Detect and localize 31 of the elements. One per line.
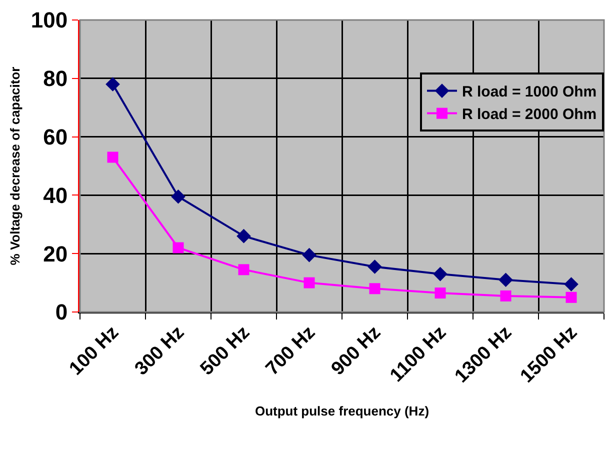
x-axis-title: Output pulse frequency (Hz) [254,403,430,418]
point [302,248,316,262]
y-tick-label: 60 [43,124,68,150]
x-tick-label: 700 Hz [262,322,320,380]
y-tick-label: 100 [30,8,68,33]
x-tick-label: 100 Hz [66,322,124,380]
y-tick-label: 0 [55,300,68,325]
x-tick-label: 500 Hz [196,322,254,380]
y-tick-label: 40 [43,182,68,208]
point [433,266,448,282]
y-tick-label: 80 [43,66,68,92]
point [434,288,446,299]
point [500,290,512,302]
point [171,190,186,204]
point [106,77,120,92]
point [566,292,577,303]
point [304,277,315,288]
point [368,260,382,274]
point [107,152,118,163]
x-tick-label: 300 Hz [131,322,189,380]
point [369,283,380,294]
point [238,264,250,276]
point [172,242,184,254]
x-tick-label: 900 Hz [328,322,386,380]
point [498,272,513,288]
legend-label: R load = 1000 Ohm [462,84,597,101]
point [236,228,251,244]
legend-label: R load = 2000 Ohm [462,106,597,124]
y-axis-title: % Voltage decrease of capacitor [7,66,22,266]
y-tick-label: 20 [43,241,68,266]
point [564,277,578,292]
